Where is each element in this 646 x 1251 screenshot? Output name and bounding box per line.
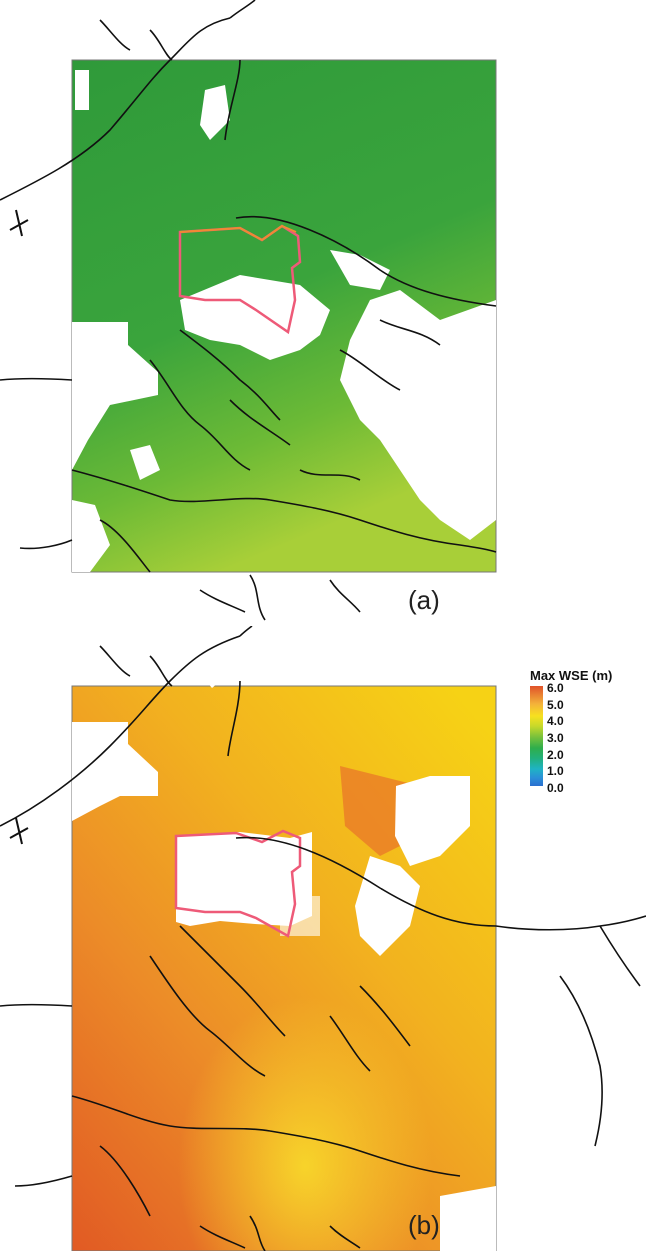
panel-label-b: (b): [408, 1210, 440, 1240]
river-network: [0, 626, 646, 1251]
color-legend: Max WSE (m) 6.0 5.0 4.0 3.0 2.0 1.0 0.0: [530, 668, 642, 795]
legend-tick-label: 1.0: [547, 764, 564, 779]
legend-body: 6.0 5.0 4.0 3.0 2.0 1.0 0.0: [530, 681, 642, 795]
flood-map-b: [0, 626, 646, 1251]
legend-tick-labels: 6.0 5.0 4.0 3.0 2.0 1.0 0.0: [547, 680, 564, 797]
protected-area-boundary: [174, 829, 302, 938]
inner-boundary-line: [179, 224, 297, 242]
flood-map-a: [0, 0, 497, 621]
dry-areas: [72, 641, 496, 1251]
outlet-marker: [9, 817, 29, 845]
legend-tick-label: 6.0: [547, 681, 564, 695]
legend-tick-label: 2.0: [547, 747, 564, 762]
map-panel-b: (b): [0, 626, 646, 1251]
model-domain-border: [71, 685, 497, 1251]
dry-areas: [72, 70, 496, 572]
legend-title: Max WSE (m): [530, 668, 613, 683]
legend-tick-label: 3.0: [547, 731, 564, 746]
legend-tick-label: 4.0: [547, 714, 564, 729]
legend-color-bar: [530, 686, 543, 786]
legend-tick-label: 5.0: [547, 697, 564, 712]
river-network: [0, 0, 497, 621]
legend-tick-label: 0.0: [547, 781, 564, 796]
map-panel-a: (a): [0, 0, 646, 625]
panel-label-a: (a): [408, 585, 440, 615]
outlet-marker: [9, 209, 29, 237]
